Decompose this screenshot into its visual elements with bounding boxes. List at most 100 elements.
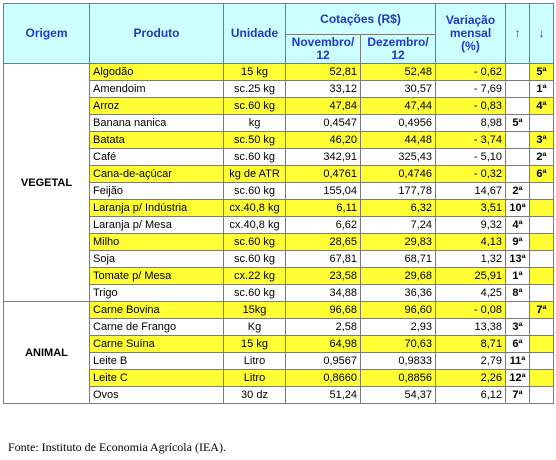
product-name: Cana-de-açúcar — [89, 165, 224, 183]
unit: sc.60 kg — [223, 148, 286, 166]
price-nov: 34,88 — [285, 284, 361, 302]
rank-up — [505, 165, 530, 183]
unit: 15 kg — [223, 63, 286, 81]
variation: 1,32 — [435, 250, 506, 268]
rank-down: 4ª — [529, 97, 554, 115]
table-row: Soja sc.60 kg 67,81 68,71 1,32 13ª — [4, 250, 554, 268]
variation: 6,12 — [435, 386, 506, 404]
price-dez: 52,48 — [360, 63, 436, 81]
unit: sc.60 kg — [223, 250, 286, 268]
product-name: Trigo — [89, 284, 224, 302]
rank-up: 7ª — [505, 386, 530, 404]
table-row: Tomate p/ Mesa cx.22 kg 23,58 29,68 25,91 1ª — [4, 267, 554, 285]
price-dez: 177,78 — [360, 182, 436, 200]
rank-down — [529, 352, 554, 370]
unit: 30 dz — [223, 386, 286, 404]
variation: 25,91 — [435, 267, 506, 285]
rank-down: 2ª — [529, 148, 554, 166]
product-name: Laranja p/ Mesa — [89, 216, 224, 234]
price-nov: 23,58 — [285, 267, 361, 285]
group-animal: ANIMAL — [3, 301, 90, 404]
variation: - 0,08 — [435, 301, 506, 319]
unit: cx.22 kg — [223, 267, 286, 285]
variation: 2,26 — [435, 369, 506, 387]
product-name: Carne Suína — [89, 335, 224, 353]
price-dez: 29,68 — [360, 267, 436, 285]
price-table: Origem Produto Unidade Cotações (R$) Var… — [3, 3, 554, 404]
header-cotacoes: Cotações (R$) — [285, 3, 436, 35]
variation: 3,51 — [435, 199, 506, 217]
group-vegetal: VEGETAL — [3, 63, 90, 302]
price-nov: 0,9567 — [285, 352, 361, 370]
price-nov: 64,98 — [285, 335, 361, 353]
rank-up: 6ª — [505, 335, 530, 353]
price-nov: 33,12 — [285, 80, 361, 98]
product-name: Laranja p/ Indústria — [89, 199, 224, 217]
rank-up — [505, 80, 530, 98]
table-row: Cana-de-açúcar kg de ATR 0,4761 0,4746- 0,3… — [4, 165, 554, 183]
rank-down: 3ª — [529, 131, 554, 149]
rank-down — [529, 182, 554, 200]
variation: 8,98 — [435, 114, 506, 132]
price-nov: 52,81 — [285, 63, 361, 81]
price-nov: 0,8660 — [285, 369, 361, 387]
unit: sc.25 kg — [223, 80, 286, 98]
rank-up: 13ª — [505, 250, 530, 268]
rank-up: 3ª — [505, 318, 530, 336]
rank-up: 5ª — [505, 114, 530, 132]
variation: 4,25 — [435, 284, 506, 302]
product-name: Carne Bovina — [89, 301, 224, 319]
price-dez: 44,48 — [360, 131, 436, 149]
price-nov: 6,11 — [285, 199, 361, 217]
unit: sc.60 kg — [223, 182, 286, 200]
table-row: Laranja p/ Indústria cx.40,8 kg 6,11 6,32 3,… — [4, 199, 554, 217]
table-row: Arroz sc.60 kg 47,84 47,44- 0,83 4ª — [4, 97, 554, 115]
price-dez: 0,4746 — [360, 165, 436, 183]
price-nov: 96,68 — [285, 301, 361, 319]
rank-up: 2ª — [505, 182, 530, 200]
price-dez: 0,9833 — [360, 352, 436, 370]
unit: Kg — [223, 318, 286, 336]
rank-down — [529, 233, 554, 251]
price-nov: 342,91 — [285, 148, 361, 166]
product-name: Leite B — [89, 352, 224, 370]
rank-down — [529, 369, 554, 387]
product-name: Feijão — [89, 182, 224, 200]
price-nov: 0,4547 — [285, 114, 361, 132]
table-row: Café sc.60 kg 342,91 325,43- 5,10 2ª — [4, 148, 554, 166]
up-arrow-icon: ↑ — [505, 3, 530, 64]
unit: 15 kg — [223, 335, 286, 353]
header-variacao: Variação mensal (%) — [435, 3, 506, 64]
source-note: Fonte: Instituto de Economia Agrícola (I… — [8, 440, 226, 454]
price-nov: 2,58 — [285, 318, 361, 336]
variation: - 0,83 — [435, 97, 506, 115]
price-dez: 29,83 — [360, 233, 436, 251]
rank-up — [505, 63, 530, 81]
product-name: Milho — [89, 233, 224, 251]
price-dez: 2,93 — [360, 318, 436, 336]
table-row: Leite C Litro 0,8660 0,8856 2,26 12ª — [4, 369, 554, 387]
unit: Litro — [223, 352, 286, 370]
price-nov: 28,65 — [285, 233, 361, 251]
rank-up: 1ª — [505, 267, 530, 285]
rank-down — [529, 335, 554, 353]
price-nov: 46,20 — [285, 131, 361, 149]
variation: 8,71 — [435, 335, 506, 353]
rank-down: 7ª — [529, 301, 554, 319]
rank-down: 6ª — [529, 165, 554, 183]
table-row: Amendoim sc.25 kg 33,12 30,57- 7,69 1ª — [4, 80, 554, 98]
rank-down — [529, 386, 554, 404]
rank-up: 11ª — [505, 352, 530, 370]
variation: - 7,69 — [435, 80, 506, 98]
rank-up — [505, 97, 530, 115]
rank-down — [529, 318, 554, 336]
product-name: Carne de Frango — [89, 318, 224, 336]
price-nov: 0,4761 — [285, 165, 361, 183]
price-dez: 7,24 — [360, 216, 436, 234]
table-row: ANIMAL Carne Bovina 15kg 96,68 96,60- 0,08 7ª — [3, 301, 554, 404]
variation: 14,67 — [435, 182, 506, 200]
header-unidade: Unidade — [223, 3, 286, 64]
product-name: Banana nanica — [89, 114, 224, 132]
header-produto: Produto — [89, 3, 224, 64]
price-nov: 51,24 — [285, 386, 361, 404]
